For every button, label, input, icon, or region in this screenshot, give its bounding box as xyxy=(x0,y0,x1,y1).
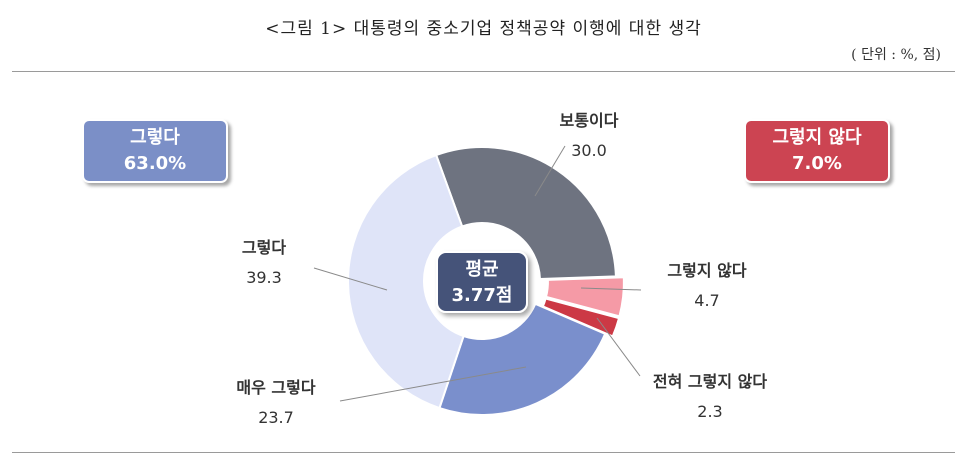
agree-summary-label: 그렇다 xyxy=(130,127,180,148)
average-value: 3.77점 xyxy=(452,285,513,306)
disagree-summary-value: 7.0% xyxy=(792,153,842,174)
slice-value-label: 23.7 xyxy=(258,408,294,427)
leader-line xyxy=(596,317,641,377)
slice-value-label: 39.3 xyxy=(246,268,282,287)
disagree-summary-label: 그렇지 않다 xyxy=(772,127,862,148)
slice-value-label: 4.7 xyxy=(694,291,719,310)
leader-line xyxy=(313,267,388,291)
donut-slice xyxy=(438,302,607,416)
average-label: 평균 xyxy=(465,259,498,280)
slice-category-label: 매우 그렇다 xyxy=(236,378,315,397)
slice-value-label: 2.3 xyxy=(697,402,722,421)
top-divider xyxy=(12,71,955,72)
slice-category-label: 그렇다 xyxy=(242,238,286,257)
slice-value-label: 30.0 xyxy=(571,141,607,160)
leader-line xyxy=(580,287,642,291)
average-badge xyxy=(436,251,528,313)
leader-line xyxy=(534,145,566,197)
leader-line xyxy=(339,366,527,402)
disagree-summary-box: 그렇지 않다 7.0% xyxy=(744,119,890,183)
agree-summary-box: 그렇다 63.0% xyxy=(82,119,228,183)
bottom-divider xyxy=(12,452,955,453)
figure-title: <그림 1> 대통령의 중소기업 정책공약 이행에 대한 생각 xyxy=(265,19,702,39)
agree-summary-value: 63.0% xyxy=(123,153,187,174)
slice-category-label: 전혀 그렇지 않다 xyxy=(653,372,767,391)
slice-category-label: 보통이다 xyxy=(560,111,619,130)
donut-slice xyxy=(347,153,465,410)
donut-slice xyxy=(434,146,617,281)
slice-category-label: 그렇지 않다 xyxy=(667,261,746,280)
unit-note: ( 단위 : %, 점) xyxy=(851,47,941,63)
